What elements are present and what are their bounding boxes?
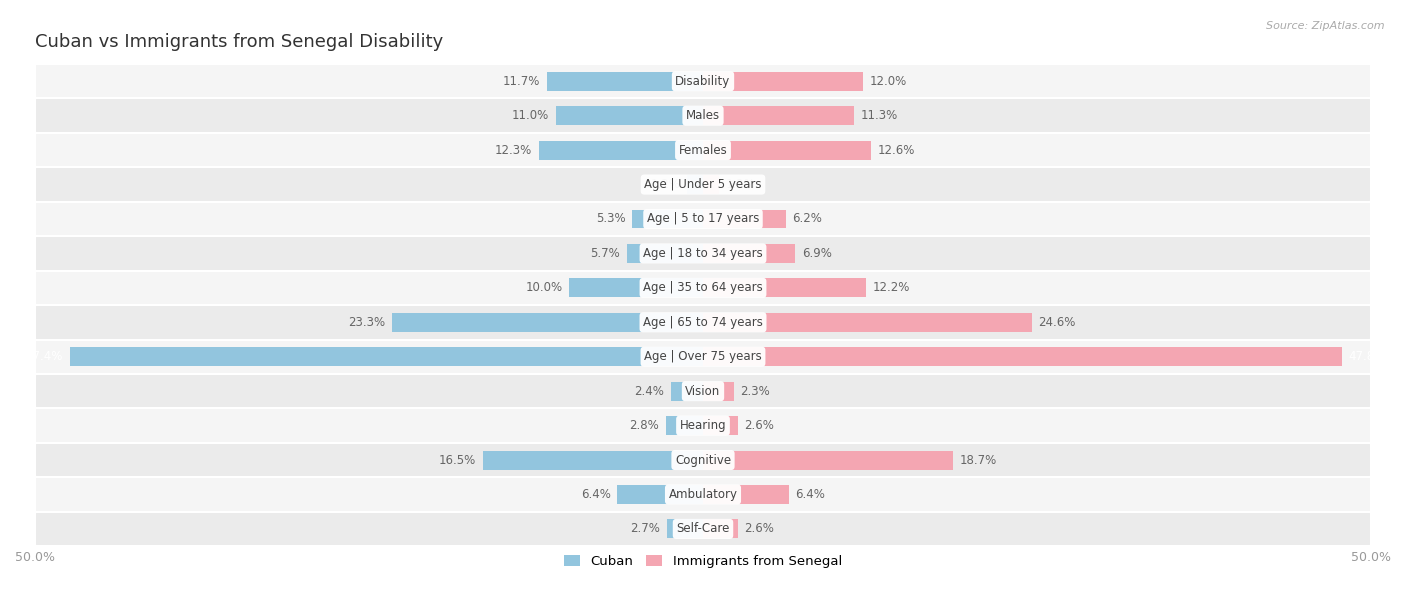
Bar — [538, 141, 703, 160]
Bar — [35, 340, 1371, 374]
Text: Age | 5 to 17 years: Age | 5 to 17 years — [647, 212, 759, 225]
Bar — [617, 485, 703, 504]
Bar — [703, 278, 866, 297]
Text: 47.8%: 47.8% — [1348, 350, 1385, 364]
Text: 6.4%: 6.4% — [581, 488, 610, 501]
Text: Age | 18 to 34 years: Age | 18 to 34 years — [643, 247, 763, 260]
Bar — [703, 106, 853, 125]
Text: 23.3%: 23.3% — [347, 316, 385, 329]
Bar — [547, 72, 703, 91]
Bar — [665, 416, 703, 435]
Text: 5.3%: 5.3% — [596, 212, 626, 225]
Text: 6.4%: 6.4% — [796, 488, 825, 501]
Text: Age | 35 to 64 years: Age | 35 to 64 years — [643, 282, 763, 294]
Bar — [35, 99, 1371, 133]
Bar — [688, 175, 703, 194]
Text: Disability: Disability — [675, 75, 731, 88]
Text: 1.2%: 1.2% — [651, 178, 681, 191]
Text: Age | Over 75 years: Age | Over 75 years — [644, 350, 762, 364]
Text: Cuban vs Immigrants from Senegal Disability: Cuban vs Immigrants from Senegal Disabil… — [35, 34, 443, 51]
Bar — [627, 244, 703, 263]
Bar — [633, 209, 703, 228]
Bar — [35, 477, 1371, 512]
Bar — [482, 450, 703, 469]
Text: 10.0%: 10.0% — [526, 282, 562, 294]
Text: 11.0%: 11.0% — [512, 109, 550, 122]
Bar — [35, 305, 1371, 340]
Text: Females: Females — [679, 144, 727, 157]
Text: Hearing: Hearing — [679, 419, 727, 432]
Text: 18.7%: 18.7% — [959, 453, 997, 466]
Text: Age | Under 5 years: Age | Under 5 years — [644, 178, 762, 191]
Bar — [703, 485, 789, 504]
Bar — [703, 416, 738, 435]
Text: 5.7%: 5.7% — [591, 247, 620, 260]
Text: 2.6%: 2.6% — [744, 419, 775, 432]
Text: 2.7%: 2.7% — [630, 523, 661, 536]
Text: 12.0%: 12.0% — [870, 75, 907, 88]
Bar — [703, 209, 786, 228]
Bar — [703, 520, 738, 539]
Bar — [703, 244, 796, 263]
Text: Vision: Vision — [685, 385, 721, 398]
Bar — [35, 64, 1371, 99]
Text: Source: ZipAtlas.com: Source: ZipAtlas.com — [1267, 21, 1385, 31]
Text: Self-Care: Self-Care — [676, 523, 730, 536]
Bar — [392, 313, 703, 332]
Bar — [703, 72, 863, 91]
Bar — [703, 347, 1341, 366]
Bar — [569, 278, 703, 297]
Bar — [703, 313, 1032, 332]
Text: Males: Males — [686, 109, 720, 122]
Bar — [35, 512, 1371, 546]
Bar — [703, 450, 953, 469]
Text: Age | 65 to 74 years: Age | 65 to 74 years — [643, 316, 763, 329]
Text: 12.6%: 12.6% — [877, 144, 915, 157]
Text: 12.2%: 12.2% — [873, 282, 910, 294]
Text: Ambulatory: Ambulatory — [668, 488, 738, 501]
Text: 11.3%: 11.3% — [860, 109, 898, 122]
Bar — [35, 443, 1371, 477]
Bar — [703, 175, 718, 194]
Text: Cognitive: Cognitive — [675, 453, 731, 466]
Text: 2.3%: 2.3% — [741, 385, 770, 398]
Text: 6.9%: 6.9% — [801, 247, 832, 260]
Text: 1.2%: 1.2% — [725, 178, 755, 191]
Text: 24.6%: 24.6% — [1039, 316, 1076, 329]
Bar — [555, 106, 703, 125]
Text: 2.4%: 2.4% — [634, 385, 664, 398]
Bar — [35, 202, 1371, 236]
Bar — [35, 236, 1371, 271]
Bar — [35, 408, 1371, 443]
Bar — [35, 271, 1371, 305]
Text: 12.3%: 12.3% — [495, 144, 531, 157]
Text: 2.8%: 2.8% — [628, 419, 659, 432]
Text: 47.4%: 47.4% — [25, 350, 63, 364]
Bar — [35, 133, 1371, 167]
Bar — [35, 167, 1371, 202]
Bar — [703, 141, 872, 160]
Bar — [35, 374, 1371, 408]
Bar — [70, 347, 703, 366]
Bar — [703, 382, 734, 401]
Bar — [671, 382, 703, 401]
Text: 2.6%: 2.6% — [744, 523, 775, 536]
Legend: Cuban, Immigrants from Senegal: Cuban, Immigrants from Senegal — [558, 550, 848, 573]
Text: 16.5%: 16.5% — [439, 453, 475, 466]
Bar — [666, 520, 703, 539]
Text: 6.2%: 6.2% — [793, 212, 823, 225]
Text: 11.7%: 11.7% — [502, 75, 540, 88]
